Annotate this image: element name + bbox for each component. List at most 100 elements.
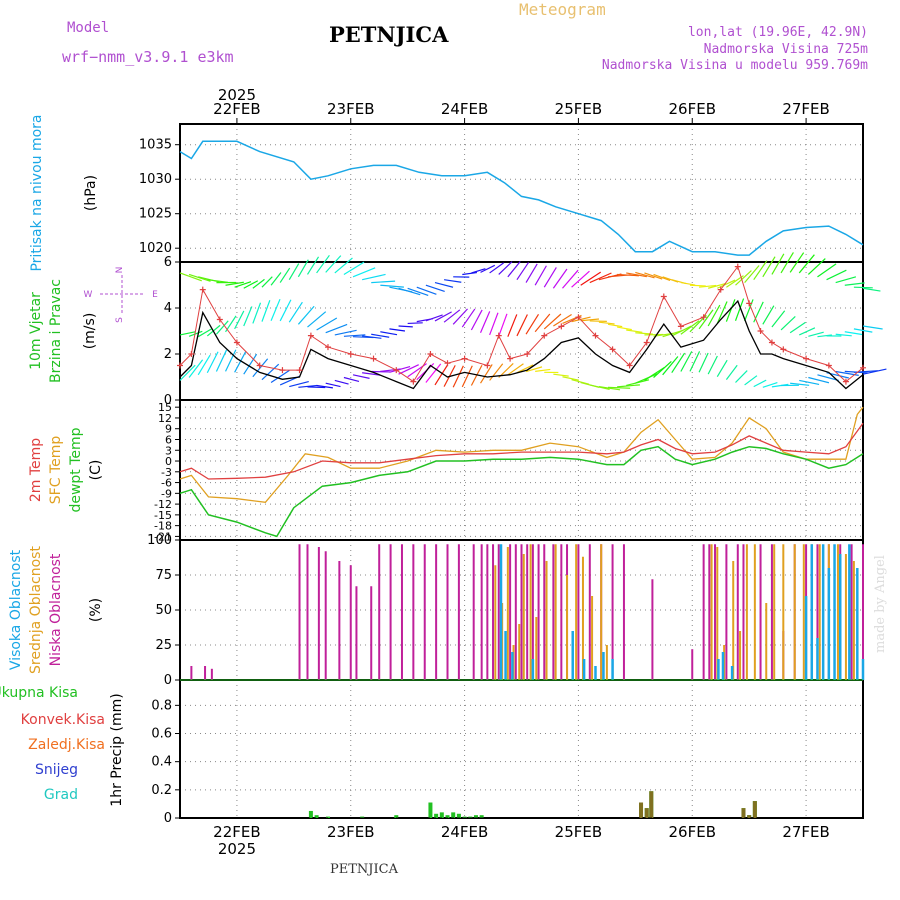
wind-vector (534, 265, 547, 286)
precip-bar-frozen (639, 802, 644, 818)
wind-vector (562, 376, 579, 381)
wind-vector (270, 298, 281, 321)
wind-vector (717, 279, 736, 289)
y-tick-label: 0.8 (151, 698, 172, 713)
precip-bar-frozen (644, 808, 649, 818)
wind-vector (771, 310, 786, 328)
wind-vector (261, 363, 280, 381)
wind-vector (243, 280, 259, 289)
wind-vector (297, 305, 315, 325)
wind-vector (617, 326, 632, 331)
pressure-title: Pritisak na nivou mora (29, 114, 45, 271)
wind-vector (589, 272, 612, 284)
wind-vector (380, 284, 404, 288)
wind-vector (234, 310, 245, 330)
precip-legend-0: Ukupna Kisa (0, 685, 78, 701)
wind-gust-marker (757, 328, 764, 334)
wind-gust-marker (177, 362, 183, 369)
top-year-label: 2025 (218, 86, 256, 104)
wind-gust-marker (307, 332, 314, 339)
precip-bar-frozen (741, 808, 746, 818)
wind-vector (307, 386, 326, 389)
wind-vector (234, 350, 247, 373)
wind-vector (197, 354, 211, 376)
wind-vector (553, 373, 569, 377)
wind-vector (753, 379, 767, 388)
wind-vector (753, 301, 764, 323)
wind-vector (270, 272, 282, 286)
bottom-date-label: 27FEB (782, 823, 829, 841)
precip-bar-total (473, 815, 478, 818)
pressure-line (179, 140, 864, 256)
wind-vector (434, 282, 454, 288)
wind-gust-marker (279, 367, 286, 374)
wind-vector (307, 311, 327, 328)
wind-vector (480, 264, 496, 273)
wind-vector (598, 386, 621, 391)
wind-vector (689, 351, 701, 372)
y-tick-label: 1030 (139, 172, 172, 187)
wind-vector (862, 325, 883, 330)
precip-legend-3: Snijeg (35, 762, 78, 778)
wind-vector (243, 353, 258, 375)
wind-gust-marker (541, 332, 548, 339)
precip-bar-frozen (752, 801, 757, 818)
y-tick-label: 1020 (139, 241, 172, 256)
wind-vector (653, 360, 672, 378)
wind-vector (708, 282, 727, 289)
wind-vector (507, 261, 521, 278)
wind-vector (362, 372, 381, 376)
wind-vector (735, 270, 752, 286)
wind-vector (243, 306, 253, 327)
y-tick-label: -3 (161, 466, 172, 479)
precip-bar-total (439, 812, 444, 818)
wind-vector (516, 314, 528, 337)
wind-gust-marker (626, 362, 633, 369)
wind-vector (780, 316, 796, 331)
coords-text: lon,lat (19.96E, 42.9N) (687, 25, 868, 40)
precip-bar-total (325, 816, 330, 818)
wind-vector (808, 331, 824, 337)
wind-vector (689, 284, 706, 287)
wind-vector (188, 273, 211, 282)
wind-vector (553, 313, 572, 327)
wind-gust-marker (734, 263, 741, 270)
y-tick-label: -6 (161, 477, 172, 490)
wind-vector (617, 384, 640, 388)
wind-vector (617, 273, 639, 277)
wind-gust-marker (216, 316, 223, 323)
wind-vector (434, 364, 449, 386)
wind-vector (698, 352, 709, 373)
wind-title2: Brzina i Pravac (48, 279, 64, 383)
precip-bar-total (428, 802, 433, 818)
wind-gust-marker (842, 378, 849, 385)
wind-vector (225, 281, 244, 286)
top-date-label: 24FEB (441, 100, 488, 118)
panel-frame (179, 679, 864, 819)
wind-gust-marker (592, 332, 599, 339)
wind-vector (398, 287, 421, 296)
wind-vector (362, 335, 382, 339)
bottom-year-label: 2025 (218, 840, 256, 858)
wind-vector (179, 331, 196, 336)
t2m-line (179, 422, 864, 480)
wind-vector (735, 370, 748, 383)
t2m-title: 2m Temp (28, 438, 44, 502)
wind-gust-marker (660, 293, 667, 300)
y-tick-label: 12 (158, 412, 172, 425)
y-tick-label: 100 (147, 533, 172, 548)
cloud-low-title: Niska Oblacnost (48, 553, 64, 666)
wind-vector (288, 301, 303, 323)
y-tick-label: 25 (155, 638, 172, 653)
wind-gust-marker (324, 344, 331, 351)
y-tick-label: 0 (164, 673, 172, 688)
wind-vector (835, 333, 852, 337)
temp-unit: (C) (88, 460, 104, 481)
wind-vector (316, 254, 330, 274)
wind-vector (316, 384, 333, 389)
wind-vector (471, 268, 486, 274)
precip-bar-frozen (649, 791, 654, 818)
y-tick-label: 6 (164, 255, 172, 270)
wind-vector (207, 279, 228, 283)
